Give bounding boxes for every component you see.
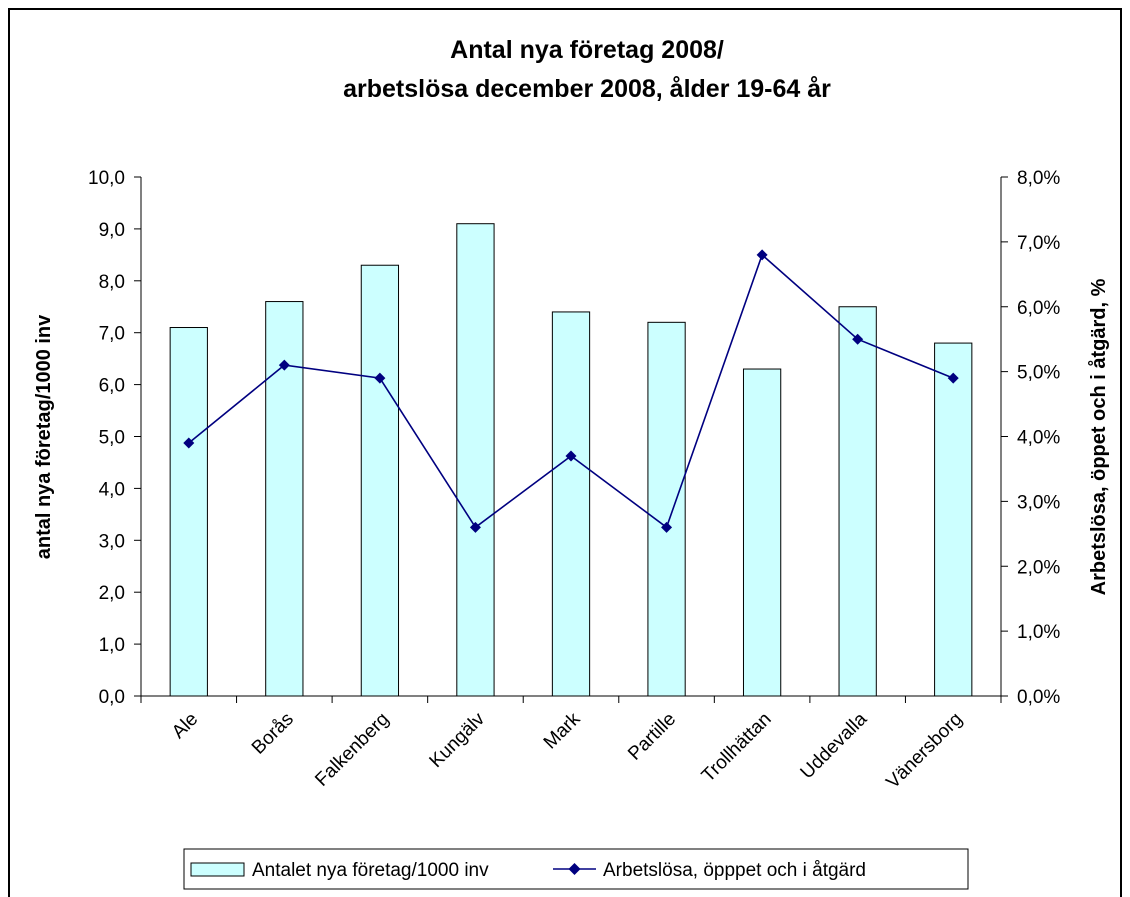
y-right-tick-label: 4,0% <box>1017 428 1060 449</box>
y-left-tick-label: 1,0 <box>99 635 125 656</box>
bar-ale <box>169 327 208 697</box>
y-left-tick-label: 2,0 <box>99 583 125 604</box>
line-point-borås <box>278 359 290 371</box>
y-axis-left-title: antal nya företag/1000 inv <box>33 314 55 559</box>
bar-vänersborg <box>934 342 973 697</box>
y-left-tick-label: 5,0 <box>99 428 125 449</box>
y-right-tick-label: 1,0% <box>1017 622 1060 643</box>
line-point-partille <box>661 521 673 533</box>
x-tick-label: Partille <box>624 709 680 765</box>
x-tick-label: Vänersborg <box>882 709 966 793</box>
bar-series <box>169 223 973 697</box>
y-right-tick-label: 6,0% <box>1017 298 1060 319</box>
y-left-tick-label: 3,0 <box>99 531 125 552</box>
x-tick-label: Trollhättan <box>698 709 776 787</box>
legend-bar-swatch <box>190 862 245 877</box>
line-point-mark <box>565 450 577 462</box>
legend: Antalet nya företag/1000 inv Arbetslösa,… <box>183 848 969 890</box>
y-right-tick-label: 3,0% <box>1017 492 1060 513</box>
y-left-tick-label: 0,0 <box>99 687 125 708</box>
bar-uddevalla <box>838 306 877 697</box>
line-point-ale <box>183 437 195 449</box>
y-right-tick-label: 7,0% <box>1017 233 1060 254</box>
line-point-falkenberg <box>374 372 386 384</box>
bar-trollhättan <box>742 368 782 697</box>
y-axis-left-ticks: 0,0 1,0 2,0 3,0 4,0 5,0 6,0 7,0 8,0 9,0 10,0 <box>88 168 141 708</box>
chart-title-line-2: arbetslösa december 2008, ålder 19-64 år <box>343 75 831 103</box>
y-right-tick-label: 5,0% <box>1017 363 1060 384</box>
y-left-tick-label: 9,0 <box>99 220 125 241</box>
x-tick-label: Falkenberg <box>311 709 393 791</box>
y-left-tick-label: 8,0 <box>99 272 125 293</box>
x-axis-ticks: Ale Borås Falkenberg Kungälv Mark Partille Tro… <box>168 708 967 793</box>
bar-partille <box>647 321 686 697</box>
line-point-uddevalla <box>852 333 864 345</box>
x-tick-label: Ale <box>168 709 202 743</box>
line-point-trollhättan <box>756 249 768 261</box>
bar-mark <box>551 311 591 697</box>
y-right-tick-label: 2,0% <box>1017 557 1060 578</box>
x-tick-label: Kungälv <box>426 708 490 772</box>
x-tick-label: Uddevalla <box>797 708 872 783</box>
line-point-vänersborg <box>947 372 959 384</box>
legend-line-label: Arbetslösa, öpppet och i åtgärd <box>603 860 866 881</box>
line-series <box>183 249 959 533</box>
line-point-kungälv <box>469 521 481 533</box>
y-axis-right-title: Arbetslösa, öppet och i åtgärd, % <box>1087 278 1110 595</box>
chart-title-line-1: Antal nya företag 2008/ <box>450 36 724 64</box>
legend-line-marker <box>568 863 581 875</box>
x-tick-label: Borås <box>248 709 298 759</box>
y-left-tick-label: 7,0 <box>99 324 125 345</box>
bar-kungälv <box>456 223 495 697</box>
y-right-tick-label: 8,0% <box>1017 168 1060 189</box>
legend-bar-label: Antalet nya företag/1000 inv <box>252 860 489 881</box>
y-axis-right-ticks: 0,0% 1,0% 2,0% 3,0% 4,0% 5,0% 6,0% 7,0% 8,0% <box>1001 168 1060 708</box>
x-tick-label: Mark <box>540 708 585 753</box>
y-left-tick-label: 10,0 <box>88 168 125 189</box>
y-right-tick-label: 0,0% <box>1017 687 1060 708</box>
bar-falkenberg <box>360 264 400 697</box>
y-left-tick-label: 6,0 <box>99 376 125 397</box>
y-left-tick-label: 4,0 <box>99 479 125 500</box>
